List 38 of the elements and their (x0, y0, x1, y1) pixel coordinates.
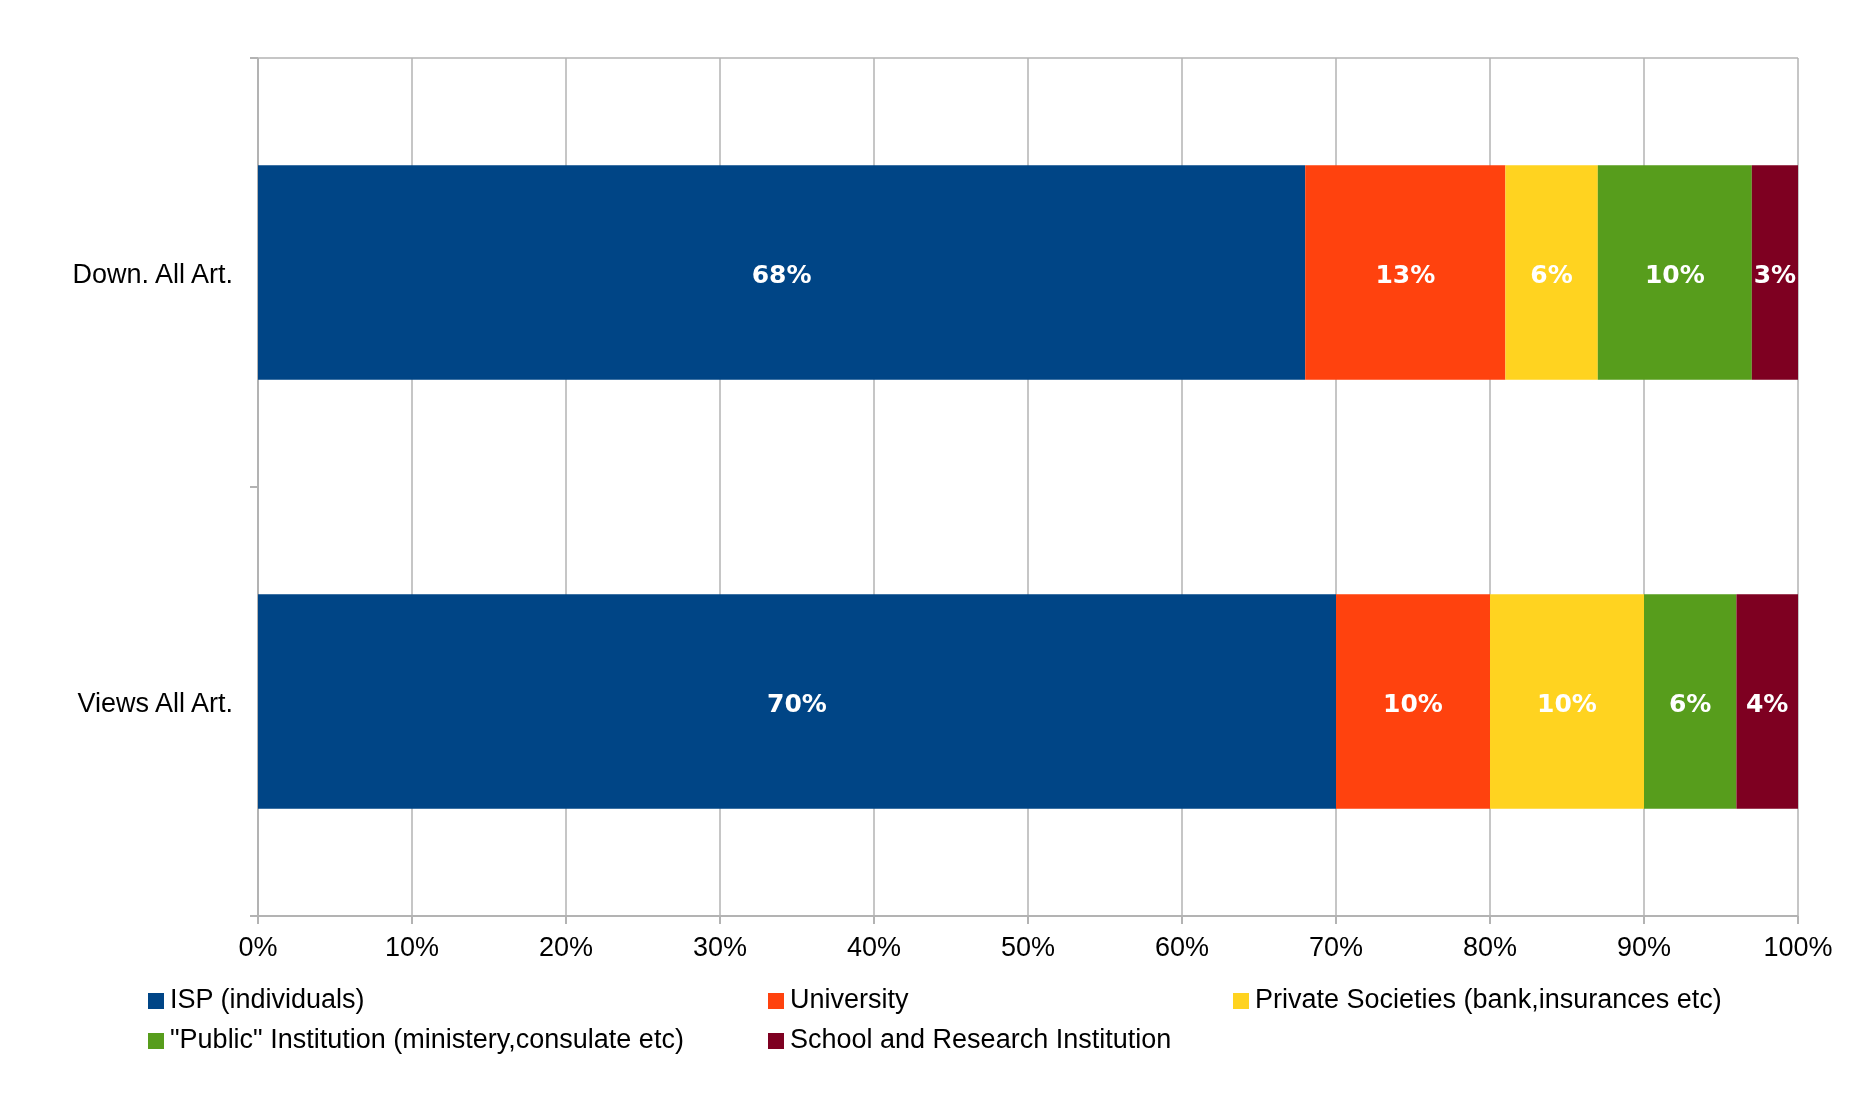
data-label: 6% (1668, 688, 1712, 718)
data-label: 10% (1537, 688, 1597, 718)
bar (1736, 594, 1798, 809)
x-tick-label: 0% (238, 932, 278, 962)
data-label: 6% (1530, 259, 1573, 289)
y-tick-label: Down. All Art. (72, 258, 233, 289)
bar (1305, 165, 1506, 380)
data-label: 4% (1745, 688, 1789, 718)
bar (258, 165, 1306, 380)
bar (258, 594, 1336, 809)
legend-label: School and Research Institution (790, 1024, 1172, 1054)
x-tick-label: 10% (384, 932, 440, 962)
bar (1490, 594, 1644, 809)
x-tick-label: 30% (692, 932, 748, 962)
x-tick-label: 70% (1308, 932, 1364, 962)
data-label: 70% (767, 688, 827, 718)
x-tick-label: 80% (1462, 932, 1518, 962)
bar (1597, 165, 1752, 380)
legend-label: "Public" Institution (ministery,consulate etc) (170, 1024, 684, 1054)
data-label: 10% (1383, 688, 1443, 718)
x-tick-label: 50% (1000, 932, 1056, 962)
x-tick-label: 20% (538, 932, 594, 962)
x-tick-label: 100% (1763, 932, 1833, 962)
data-label: 13% (1375, 259, 1436, 289)
data-label: 68% (751, 259, 812, 289)
bar (1751, 165, 1798, 380)
x-tick-label: 40% (846, 932, 902, 962)
x-tick-label: 90% (1616, 932, 1672, 962)
legend-label: University (790, 984, 910, 1014)
data-label: 3% (1753, 259, 1797, 289)
legend-label: ISP (individuals) (170, 984, 365, 1014)
legend-label: Private Societies (bank,insurances etc) (1255, 984, 1722, 1014)
y-tick-label: Views All Art. (77, 687, 233, 718)
bar (1644, 594, 1737, 809)
bar (1336, 594, 1490, 809)
data-label: 10% (1644, 259, 1705, 289)
x-tick-label: 60% (1154, 932, 1210, 962)
bar (1505, 165, 1598, 380)
